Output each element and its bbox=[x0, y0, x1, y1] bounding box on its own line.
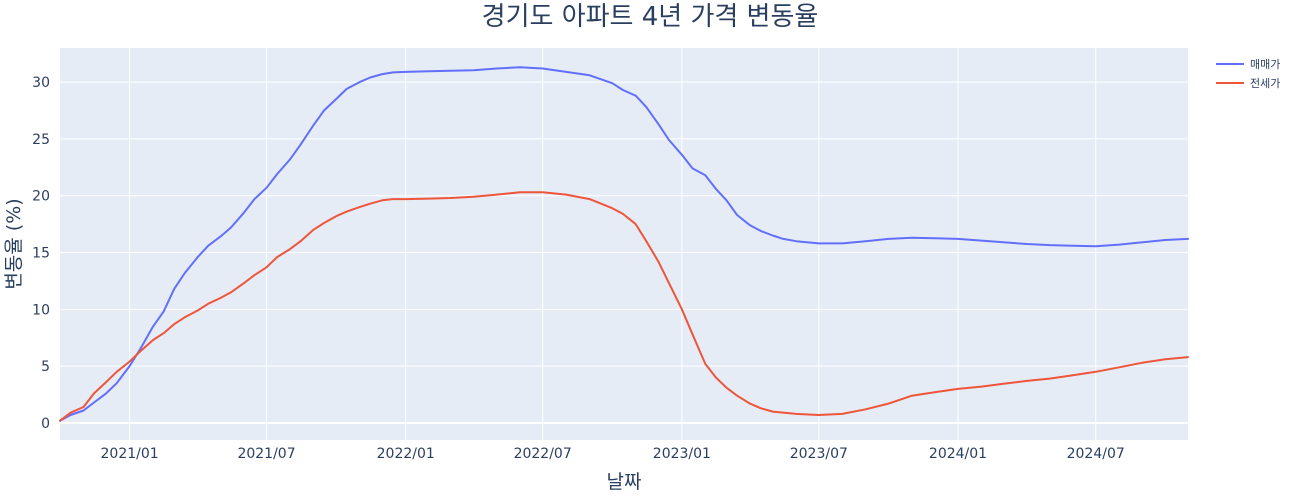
series-line-1 bbox=[59, 66, 1189, 422]
y-tick-label: 20 bbox=[32, 189, 50, 205]
series-lines bbox=[59, 66, 1189, 422]
y-tick-label: 25 bbox=[32, 132, 50, 148]
chart-title: 경기도 아파트 4년 가격 변동율 bbox=[482, 2, 819, 32]
legend-item-2[interactable]: 전세가 bbox=[1216, 77, 1280, 90]
series-line-2 bbox=[59, 191, 1189, 422]
y-tick-label: 30 bbox=[32, 75, 50, 91]
grid-lines bbox=[60, 48, 1188, 440]
x-tick-label: 2024/01 bbox=[929, 446, 987, 462]
y-tick-label: 15 bbox=[32, 246, 50, 262]
plot-area-background bbox=[60, 48, 1188, 440]
x-tick-label: 2022/01 bbox=[377, 446, 435, 462]
y-axis-ticks: 0 5 10 15 20 25 30 bbox=[32, 75, 50, 432]
y-axis-title: 변동율 (%) bbox=[3, 198, 25, 289]
legend-item-1[interactable]: 매매가 bbox=[1216, 58, 1280, 71]
legend-label: 매매가 bbox=[1250, 58, 1280, 71]
y-tick-label: 10 bbox=[32, 302, 50, 318]
x-axis-title: 날짜 bbox=[607, 471, 642, 493]
x-tick-label: 2023/07 bbox=[790, 446, 848, 462]
x-tick-label: 2021/01 bbox=[101, 446, 159, 462]
legend-label: 전세가 bbox=[1250, 77, 1280, 90]
y-tick-label: 0 bbox=[41, 416, 50, 432]
x-tick-label: 2024/07 bbox=[1067, 446, 1125, 462]
x-tick-label: 2023/01 bbox=[653, 446, 711, 462]
y-tick-label: 5 bbox=[41, 359, 50, 375]
x-tick-label: 2021/07 bbox=[237, 446, 295, 462]
x-axis-ticks: 2021/01 2021/07 2022/01 2022/07 2023/01 2023/… bbox=[101, 446, 1125, 462]
x-tick-label: 2022/07 bbox=[514, 446, 572, 462]
